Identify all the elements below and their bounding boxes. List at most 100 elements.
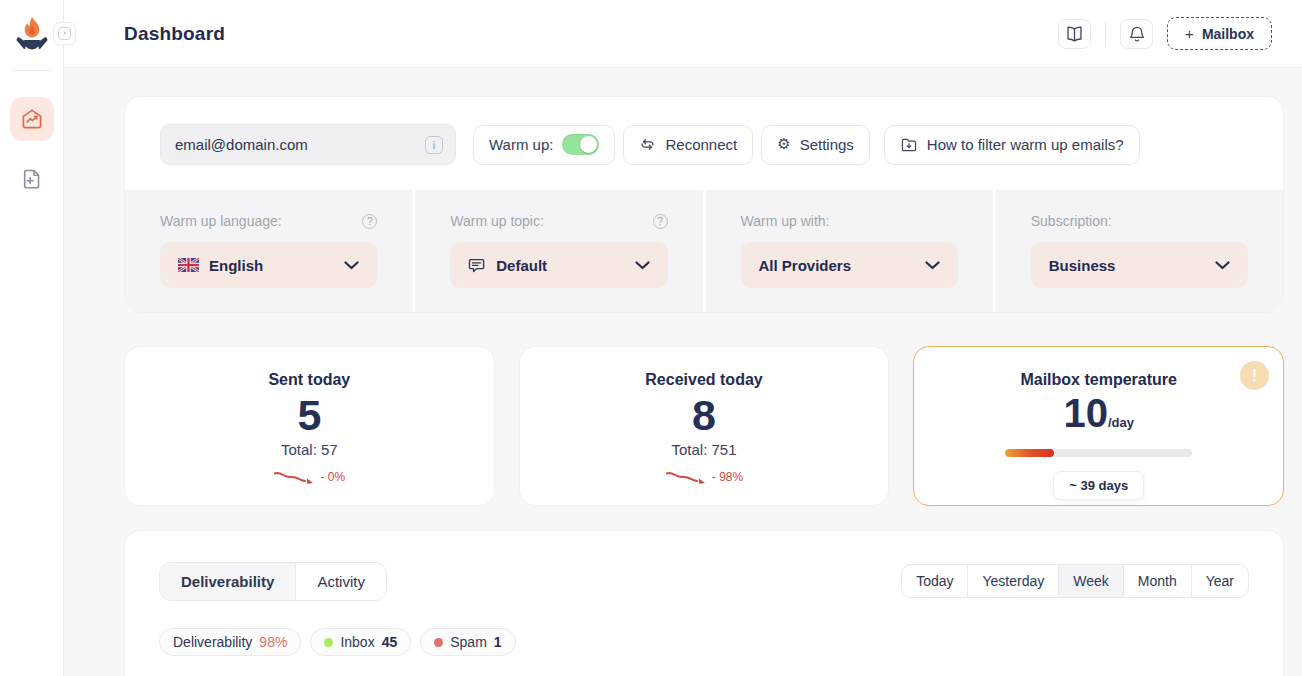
- stat-trend: - 98%: [520, 469, 889, 485]
- temperature-value-row: 10 /day: [914, 393, 1283, 433]
- setting-label: Subscription:: [1031, 213, 1112, 229]
- sidebar-collapse-button[interactable]: ›: [53, 22, 76, 45]
- toggle-knob: [580, 136, 597, 153]
- tab-activity[interactable]: Activity: [296, 563, 386, 600]
- topic-dropdown[interactable]: Default: [450, 242, 667, 288]
- folder-arrow-icon: [900, 136, 918, 154]
- setting-providers: Warm up with: All Providers: [706, 190, 993, 312]
- notifications-button[interactable]: [1120, 19, 1153, 49]
- badge-label: Spam: [450, 634, 487, 650]
- range-today[interactable]: Today: [902, 565, 967, 597]
- chevron-down-icon: [925, 261, 940, 270]
- setting-subscription: Subscription: Business: [996, 190, 1283, 312]
- help-icon[interactable]: ?: [653, 214, 668, 229]
- email-field-wrap: i: [160, 124, 456, 165]
- chevron-down-icon: [1215, 261, 1230, 270]
- flame-logo: [14, 16, 50, 54]
- warmup-settings-row: Warm up language: ?: [125, 190, 1283, 312]
- chevron-down-icon: [344, 261, 359, 270]
- info-icon[interactable]: i: [425, 136, 443, 154]
- sidebar: [0, 0, 64, 676]
- received-today-card: Received today 8 Total: 751 - 98%: [519, 346, 890, 506]
- legend-badges: Deliverability 98% Inbox 45 Spam 1: [159, 628, 1249, 656]
- providers-dropdown[interactable]: All Providers: [741, 242, 958, 288]
- badge-value: 1: [494, 634, 502, 650]
- filter-help-button[interactable]: How to filter warm up emails?: [884, 125, 1140, 165]
- add-mailbox-button[interactable]: + Mailbox: [1167, 17, 1272, 50]
- temperature-eta-chip[interactable]: ~ 39 days: [1053, 471, 1144, 500]
- filter-help-label: How to filter warm up emails?: [927, 136, 1124, 153]
- setting-topic: Warm up topic: ? Default: [415, 190, 702, 312]
- stats-row: Sent today 5 Total: 57 - 0% Received tod…: [124, 346, 1284, 506]
- language-dropdown[interactable]: English: [160, 242, 377, 288]
- subscription-dropdown[interactable]: Business: [1031, 242, 1248, 288]
- badge-inbox[interactable]: Inbox 45: [310, 628, 411, 656]
- sparkline-down-icon: [273, 469, 315, 485]
- badge-spam[interactable]: Spam 1: [420, 628, 515, 656]
- language-value: English: [209, 257, 263, 274]
- file-plus-icon: [20, 167, 44, 191]
- mailbox-toolbar: i Warm up:: [125, 97, 1283, 190]
- stat-trend: - 0%: [125, 469, 494, 485]
- book-icon: [1065, 24, 1084, 43]
- setting-label: Warm up topic:: [450, 213, 544, 229]
- stat-change: - 98%: [712, 470, 743, 484]
- sidebar-divider: [11, 70, 53, 71]
- analytics-controls: Deliverability Activity Today Yesterday …: [159, 562, 1249, 601]
- email-input[interactable]: [175, 136, 425, 153]
- header-actions: + Mailbox: [1058, 17, 1272, 50]
- temperature-value: 10: [1063, 393, 1108, 433]
- temperature-progress-track: [1005, 449, 1192, 457]
- badge-label: Inbox: [340, 634, 374, 650]
- tab-deliverability[interactable]: Deliverability: [160, 563, 296, 600]
- sparkline-down-icon: [665, 469, 707, 485]
- badge-deliverability[interactable]: Deliverability 98%: [159, 628, 301, 656]
- range-month[interactable]: Month: [1123, 565, 1191, 597]
- range-week[interactable]: Week: [1058, 565, 1123, 597]
- range-year[interactable]: Year: [1191, 565, 1248, 597]
- stat-change: - 0%: [320, 470, 345, 484]
- chat-icon: [468, 257, 486, 274]
- spam-dot-icon: [434, 638, 443, 647]
- chevron-right-icon: ›: [58, 27, 71, 40]
- warm-up-toggle[interactable]: [562, 134, 599, 155]
- temperature-progress-fill: [1005, 449, 1054, 457]
- topic-value: Default: [496, 257, 547, 274]
- mailbox-card: i Warm up:: [124, 96, 1284, 313]
- docs-button[interactable]: [1058, 19, 1091, 49]
- stat-title: Sent today: [125, 371, 494, 389]
- app-root: › Dashboard +: [0, 0, 1302, 676]
- stat-total: Total: 57: [125, 441, 494, 458]
- subscription-value: Business: [1049, 257, 1116, 274]
- temperature-unit: /day: [1108, 415, 1134, 430]
- stat-total: Total: 751: [520, 441, 889, 458]
- inbox-dot-icon: [324, 638, 333, 647]
- stat-value: 5: [125, 392, 494, 439]
- home-trend-icon: [20, 107, 44, 131]
- header-divider: [1105, 22, 1106, 46]
- analytics-tabs: Deliverability Activity: [159, 562, 387, 601]
- setting-language: Warm up language: ?: [125, 190, 412, 312]
- stat-title: Mailbox temperature: [914, 371, 1283, 389]
- reconnect-button[interactable]: Reconnect: [623, 125, 753, 165]
- main-column: Dashboard + Mailbox: [64, 0, 1302, 676]
- help-icon[interactable]: ?: [362, 214, 377, 229]
- content: i Warm up:: [64, 68, 1302, 676]
- settings-button[interactable]: ⚙ Settings: [761, 125, 870, 165]
- providers-value: All Providers: [759, 257, 852, 274]
- badge-value: 98%: [259, 634, 287, 650]
- sidebar-item-add-file[interactable]: [10, 157, 54, 201]
- add-mailbox-label: Mailbox: [1202, 26, 1254, 42]
- gear-icon: ⚙: [777, 137, 790, 152]
- warm-up-label: Warm up:: [489, 136, 553, 153]
- sent-today-card: Sent today 5 Total: 57 - 0%: [124, 346, 495, 506]
- sidebar-item-dashboard[interactable]: [10, 97, 54, 141]
- range-yesterday[interactable]: Yesterday: [967, 565, 1058, 597]
- warning-icon[interactable]: !: [1240, 361, 1269, 390]
- setting-label: Warm up language:: [160, 213, 282, 229]
- setting-label: Warm up with:: [741, 213, 830, 229]
- bell-icon: [1128, 25, 1146, 43]
- sync-icon: [639, 136, 656, 153]
- page-title: Dashboard: [124, 23, 225, 45]
- badge-label: Deliverability: [173, 634, 252, 650]
